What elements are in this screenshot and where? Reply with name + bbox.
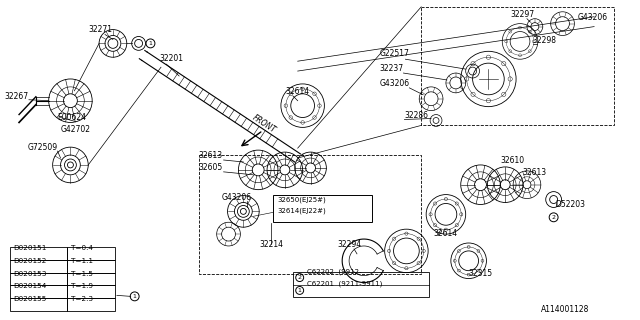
Text: 32201: 32201 bbox=[159, 54, 184, 63]
Text: D020155: D020155 bbox=[13, 296, 47, 302]
Text: 32315: 32315 bbox=[468, 268, 493, 278]
Text: 32294: 32294 bbox=[337, 240, 362, 249]
Bar bbox=[10, 298, 67, 311]
Text: 32650(EJ25#): 32650(EJ25#) bbox=[277, 196, 326, 203]
Bar bbox=[199, 155, 421, 274]
Text: 32271: 32271 bbox=[88, 25, 112, 34]
Text: T=0.4: T=0.4 bbox=[72, 245, 93, 251]
Bar bbox=[67, 260, 115, 273]
Text: G72509: G72509 bbox=[28, 143, 58, 152]
Text: 32613: 32613 bbox=[522, 168, 546, 177]
Text: 32614: 32614 bbox=[433, 229, 457, 238]
Bar bbox=[67, 298, 115, 311]
Text: 2: 2 bbox=[552, 215, 556, 220]
Text: A114001128: A114001128 bbox=[541, 305, 589, 314]
Text: D020153: D020153 bbox=[13, 271, 47, 276]
Text: 32286: 32286 bbox=[404, 111, 428, 121]
Bar bbox=[10, 285, 67, 298]
Bar bbox=[273, 195, 372, 222]
Text: T=1.5: T=1.5 bbox=[72, 271, 93, 276]
Bar bbox=[67, 247, 115, 260]
Bar bbox=[421, 7, 614, 125]
Text: 32267: 32267 bbox=[5, 92, 29, 101]
Text: G42702: G42702 bbox=[61, 125, 90, 134]
Text: D020154: D020154 bbox=[13, 284, 47, 290]
Text: G43206: G43206 bbox=[221, 193, 252, 202]
Bar bbox=[292, 272, 429, 297]
Text: C62201  (9211-9911): C62201 (9211-9911) bbox=[307, 281, 382, 287]
Bar bbox=[67, 285, 115, 298]
Text: 32605: 32605 bbox=[199, 163, 223, 172]
Text: 32610: 32610 bbox=[500, 156, 524, 165]
Text: 1: 1 bbox=[132, 294, 136, 299]
Text: T=2.3: T=2.3 bbox=[72, 296, 93, 302]
Text: 1: 1 bbox=[298, 288, 301, 293]
Text: E00624: E00624 bbox=[58, 114, 86, 123]
Text: 32614(EJ22#): 32614(EJ22#) bbox=[277, 207, 326, 214]
Text: 32613: 32613 bbox=[199, 151, 223, 160]
Text: G43206: G43206 bbox=[380, 79, 410, 88]
Text: G22517: G22517 bbox=[380, 49, 410, 58]
Text: T=1.9: T=1.9 bbox=[72, 284, 93, 290]
Text: D020151: D020151 bbox=[13, 245, 47, 251]
Text: G43206: G43206 bbox=[577, 13, 607, 22]
Text: 1: 1 bbox=[148, 41, 152, 46]
Text: 32297: 32297 bbox=[510, 10, 534, 19]
Text: 32237: 32237 bbox=[380, 64, 404, 73]
Text: C62202  (9912-: C62202 (9912- bbox=[307, 268, 361, 275]
Text: T=1.1: T=1.1 bbox=[72, 258, 93, 264]
Text: 2: 2 bbox=[298, 275, 301, 280]
Text: FRONT: FRONT bbox=[250, 114, 277, 135]
Text: D52203: D52203 bbox=[556, 200, 586, 209]
Bar bbox=[10, 273, 67, 285]
Bar bbox=[10, 260, 67, 273]
Text: 32214: 32214 bbox=[259, 240, 283, 249]
Text: 32614: 32614 bbox=[286, 87, 310, 96]
Text: 32298: 32298 bbox=[533, 36, 557, 45]
Bar bbox=[67, 273, 115, 285]
Text: D020152: D020152 bbox=[13, 258, 47, 264]
Bar bbox=[10, 247, 67, 260]
